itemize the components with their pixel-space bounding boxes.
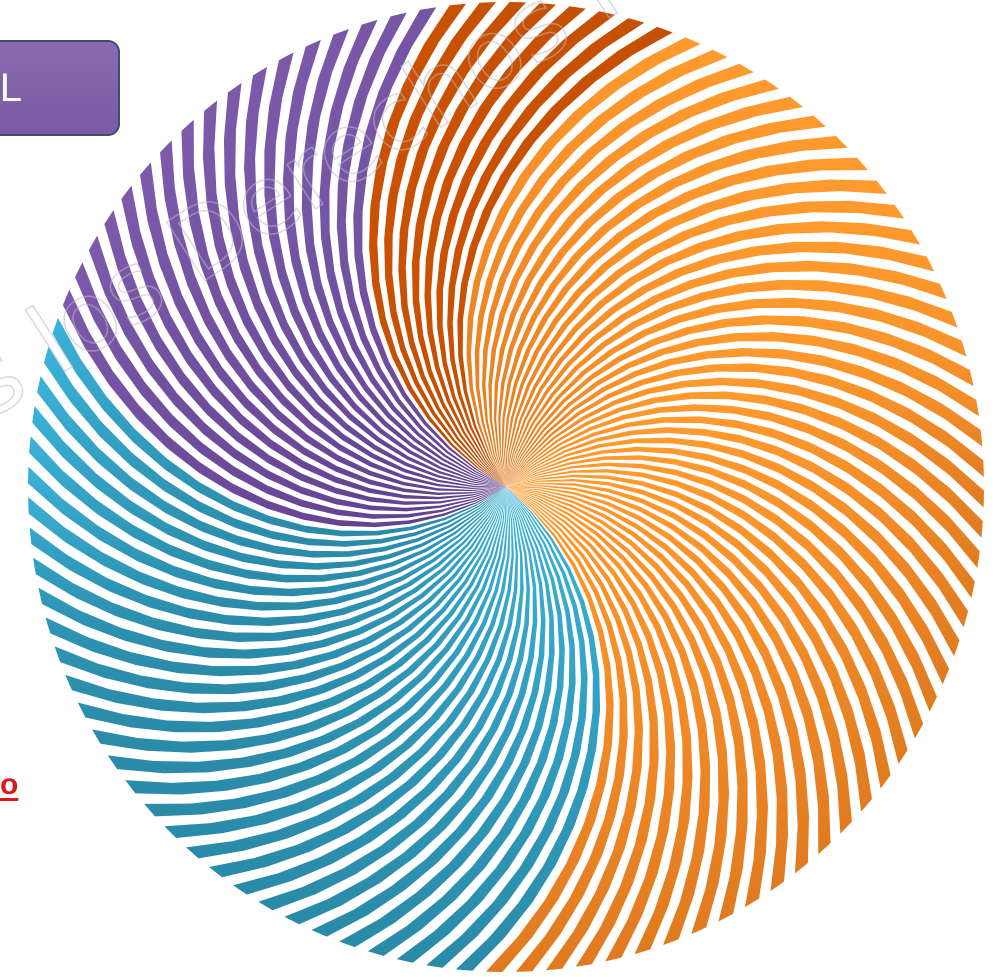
swirl-stripe (398, 2, 527, 487)
swirl-stripe (506, 487, 676, 962)
title-label-text: L (0, 66, 22, 110)
swirl-stripe (506, 377, 984, 508)
swirl-stripe (54, 487, 507, 695)
swirl-stripe (45, 487, 506, 677)
swirl-stripe (506, 315, 974, 487)
swirl-stripe (336, 12, 506, 488)
swirl-stripe (33, 487, 507, 642)
swirl-stripe (28, 466, 506, 597)
swirl-stripe (506, 487, 628, 972)
swirl-stripe (28, 487, 506, 611)
swirl-stripe (506, 297, 967, 487)
swirl-stripe (506, 332, 979, 487)
swirl-stripe (353, 7, 506, 487)
swirl-stripe (506, 260, 947, 487)
swirl-stripe (65, 487, 506, 714)
swirl-stripes (28, 2, 984, 972)
swirl-stripe (506, 487, 659, 967)
swirl-stripe (282, 39, 506, 488)
swirl-stripe (38, 487, 507, 659)
title-label-box: L (0, 40, 120, 136)
hyperlink-fragment[interactable]: o (0, 768, 19, 801)
swirl-stripe (319, 19, 506, 488)
swirl-stripe (485, 487, 614, 972)
swirl-stripe (506, 487, 730, 935)
swirl-stripe (384, 2, 506, 487)
swirl-stripe (506, 279, 958, 487)
swirl-stripe (506, 487, 711, 946)
swirl-stripe (506, 487, 693, 955)
swirl-stripe (301, 28, 506, 487)
swirl-stripe (506, 363, 984, 487)
